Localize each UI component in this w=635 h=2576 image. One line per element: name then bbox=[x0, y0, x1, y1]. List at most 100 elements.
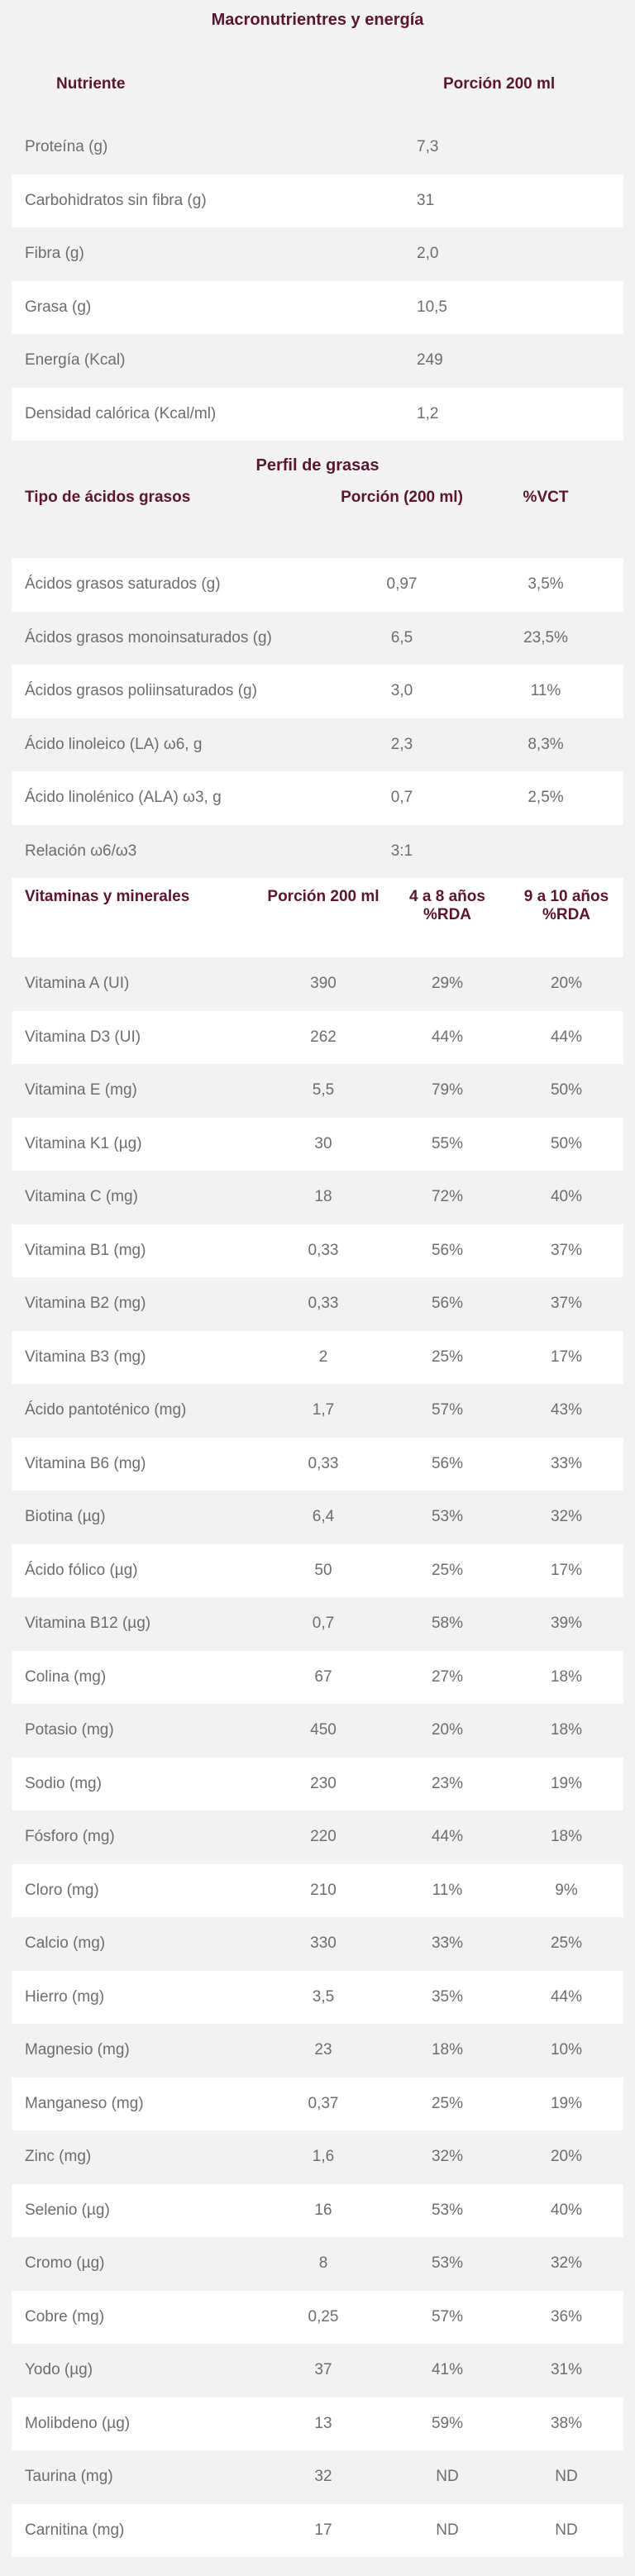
fat-row-cell-1: Ácidos grasos monoinsaturados (g) bbox=[25, 628, 272, 646]
vitamin-row-cell-1: Vitamina B1 (mg) bbox=[25, 1241, 146, 1259]
vitamin-row-cell-1: Ácido fólico (µg) bbox=[25, 1561, 138, 1579]
macro-row: Proteína (g) 7,3 bbox=[12, 121, 623, 174]
fat-table: Tipo de ácidos grasos Porción (200 ml) %… bbox=[12, 482, 623, 878]
vitamin-row-cell-3: 41% bbox=[431, 2361, 464, 2379]
vitamin-row-cell-3: 25% bbox=[431, 1348, 464, 1366]
macro-header-nutrient: Nutriente bbox=[56, 75, 126, 93]
vitamin-row: Hierro (mg) 3,5 35% 44% bbox=[12, 1970, 623, 2024]
vitamin-row-cell-2: 67 bbox=[314, 1667, 332, 1686]
vitamin-row-cell-4: 50% bbox=[550, 1081, 583, 1100]
macro-header-portion: Porción 200 ml bbox=[443, 75, 556, 93]
vitamin-row-cell-4: 18% bbox=[550, 1667, 583, 1686]
macro-row-cell-2: 249 bbox=[417, 351, 443, 370]
vitamin-row: Vitamina B6 (mg) 0,33 56% 33% bbox=[12, 1437, 623, 1491]
fat-header-portion: Porción (200 ml) bbox=[341, 489, 463, 506]
vitamin-row-cell-1: Hierro (mg) bbox=[25, 1987, 105, 2006]
vitamin-row-cell-3: 57% bbox=[431, 1401, 464, 1419]
vitamins-header-portion: Porción 200 ml bbox=[267, 888, 380, 905]
vitamin-row-cell-3: 72% bbox=[431, 1188, 464, 1206]
vitamin-row: Vitamina E (mg) 5,5 79% 50% bbox=[12, 1064, 623, 1118]
vitamin-row-cell-2: 17 bbox=[314, 2521, 332, 2539]
vitamin-row: Yodo (µg) 37 41% 31% bbox=[12, 2344, 623, 2397]
vitamin-row-cell-3: 79% bbox=[431, 1081, 464, 1100]
vitamin-row-cell-1: Cromo (µg) bbox=[25, 2254, 105, 2273]
vitamin-row-cell-4: 17% bbox=[550, 1348, 583, 1366]
vitamin-row-cell-2: 0,33 bbox=[308, 1295, 339, 1313]
vitamin-row-cell-3: 25% bbox=[431, 1561, 464, 1579]
vitamin-row-cell-3: 57% bbox=[431, 2307, 464, 2326]
vitamin-row-cell-4: 10% bbox=[550, 2041, 583, 2059]
vitamins-header-rda-9-10: 9 a 10 años %RDA bbox=[523, 888, 609, 923]
vitamin-row: Potasio (mg) 450 20% 18% bbox=[12, 1704, 623, 1758]
vitamin-row-cell-4: 19% bbox=[550, 2094, 583, 2112]
fat-row-cell-2: 0,97 bbox=[386, 575, 418, 594]
vitamin-row-cell-2: 6,4 bbox=[312, 1508, 335, 1526]
vitamin-row-cell-3: 29% bbox=[431, 975, 464, 993]
fat-row-cell-2: 3,0 bbox=[390, 682, 413, 700]
vitamin-row-cell-1: Vitamina K1 (µg) bbox=[25, 1134, 142, 1152]
vitamin-row-cell-3: ND bbox=[436, 2521, 459, 2539]
vitamin-row-cell-1: Molibdeno (µg) bbox=[25, 2414, 131, 2432]
vitamin-row-cell-4: 50% bbox=[550, 1134, 583, 1152]
vitamin-row-cell-2: 16 bbox=[314, 2201, 332, 2219]
vitamin-row-cell-1: Fósforo (mg) bbox=[25, 1828, 115, 1846]
macro-row-cell-1: Energía (Kcal) bbox=[25, 351, 126, 370]
vitamin-row-cell-3: 35% bbox=[431, 1987, 464, 2006]
vitamin-row-cell-1: Magnesio (mg) bbox=[25, 2041, 130, 2059]
vitamin-row-cell-4: 44% bbox=[550, 1987, 583, 2006]
vitamin-row-cell-3: 44% bbox=[431, 1828, 464, 1846]
vitamin-row-cell-1: Zinc (mg) bbox=[25, 2148, 92, 2166]
vitamin-row-cell-1: Vitamina A (UI) bbox=[25, 975, 130, 993]
fat-row-cell-1: Ácido linoleico (LA) ω6, g bbox=[25, 735, 203, 753]
macro-row: Carbohidratos sin fibra (g) 31 bbox=[12, 174, 623, 227]
vitamin-row: Ácido pantoténico (mg) 1,7 57% 43% bbox=[12, 1384, 623, 1438]
fat-row-cell-1: Ácidos grasos saturados (g) bbox=[25, 575, 221, 594]
fat-row-cell-2: 0,7 bbox=[390, 789, 413, 807]
fat-header-vct: %VCT bbox=[523, 489, 569, 506]
vitamin-row-cell-3: 53% bbox=[431, 2201, 464, 2219]
fat-row-cell-1: Ácido linolénico (ALA) ω3, g bbox=[25, 789, 222, 807]
fat-row: Ácidos grasos monoinsaturados (g) 6,5 23,5… bbox=[12, 611, 623, 665]
vitamin-row-cell-4: 25% bbox=[550, 1934, 583, 1953]
macro-row-cell-1: Carbohidratos sin fibra (g) bbox=[25, 191, 207, 209]
fat-row-cell-2: 3:1 bbox=[390, 842, 413, 860]
vitamin-row: Manganeso (mg) 0,37 25% 19% bbox=[12, 2077, 623, 2130]
vitamin-row-cell-4: 37% bbox=[550, 1295, 583, 1313]
vitamin-row: Vitamina B3 (mg) 2 25% 17% bbox=[12, 1330, 623, 1384]
vitamin-row-cell-1: Biotina (µg) bbox=[25, 1508, 106, 1526]
vitamin-row: Vitamina K1 (µg) 30 55% 50% bbox=[12, 1117, 623, 1171]
vitamin-row-cell-4: ND bbox=[555, 2521, 578, 2539]
vitamin-row-cell-1: Selenio (µg) bbox=[25, 2201, 110, 2219]
vitamin-row-cell-3: 53% bbox=[431, 1508, 464, 1526]
vitamin-row: Calcio (mg) 330 33% 25% bbox=[12, 1917, 623, 1971]
macro-row-cell-2: 1,2 bbox=[417, 404, 439, 422]
vitamins-header-row: Vitaminas y minerales Porción 200 ml 4 a… bbox=[12, 878, 623, 957]
vitamin-row-cell-1: Ácido pantoténico (mg) bbox=[25, 1401, 187, 1419]
vitamin-row-cell-1: Vitamina E (mg) bbox=[25, 1081, 137, 1100]
vitamin-row-cell-1: Vitamina C (mg) bbox=[25, 1188, 138, 1206]
vitamin-row-cell-2: 23 bbox=[314, 2041, 332, 2059]
vitamin-row-cell-2: 30 bbox=[314, 1134, 332, 1152]
vitamin-row-cell-3: 23% bbox=[431, 1774, 464, 1792]
vitamin-row-cell-1: Vitamina D3 (UI) bbox=[25, 1028, 141, 1046]
vitamin-row-cell-4: 32% bbox=[550, 2254, 583, 2273]
vitamin-row-cell-4: 31% bbox=[550, 2361, 583, 2379]
vitamin-row: Cromo (µg) 8 53% 32% bbox=[12, 2237, 623, 2291]
vitamin-row-cell-4: 32% bbox=[550, 1508, 583, 1526]
vitamin-row: Vitamina B2 (mg) 0,33 56% 37% bbox=[12, 1277, 623, 1331]
fat-row-cell-2: 2,3 bbox=[390, 735, 413, 753]
vitamins-header-name: Vitaminas y minerales bbox=[25, 888, 190, 905]
fat-header-row: Tipo de ácidos grasos Porción (200 ml) %… bbox=[12, 482, 623, 558]
macro-row-cell-1: Grasa (g) bbox=[25, 298, 92, 316]
vitamin-row-cell-1: Carnitina (mg) bbox=[25, 2521, 125, 2539]
vitamin-row: Carnitina (mg) 17 ND ND bbox=[12, 2503, 623, 2557]
vitamin-row-cell-4: 43% bbox=[550, 1401, 583, 1419]
vitamin-row: Selenio (µg) 16 53% 40% bbox=[12, 2183, 623, 2237]
macro-row: Densidad calórica (Kcal/ml) 1,2 bbox=[12, 387, 623, 441]
vitamin-row-cell-2: 2 bbox=[318, 1348, 328, 1366]
vitamin-row-cell-2: 0,33 bbox=[308, 1241, 339, 1259]
vitamin-row-cell-3: 53% bbox=[431, 2254, 464, 2273]
vitamin-row-cell-4: 9% bbox=[555, 1881, 578, 1899]
macro-row: Grasa (g) 10,5 bbox=[12, 280, 623, 334]
